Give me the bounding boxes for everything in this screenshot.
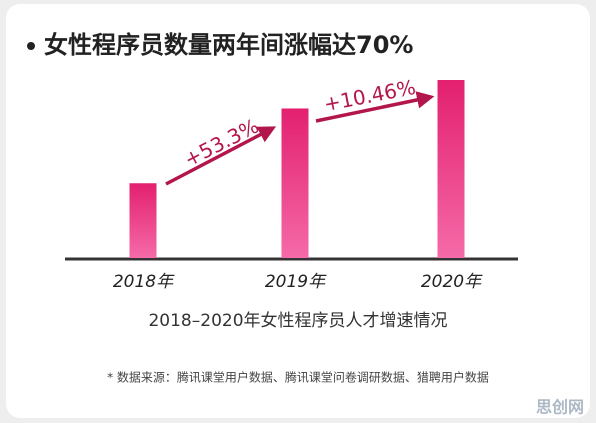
x-tick-label: 2018年 [113,272,175,292]
chart-title: 女性程序员数量两年间涨幅达70% [44,31,413,59]
growth-arrow [315,91,435,123]
watermark: 思创网 [536,398,584,417]
caption: 2018–2020年女性程序员人才增速情况 [148,311,447,331]
bar [437,80,465,258]
x-tick-label: 2020年 [421,272,483,292]
growth-arrow [165,126,277,186]
x-tick-label: 2019年 [265,272,327,292]
bar [129,183,157,258]
bar [281,108,309,258]
source-note: * 数据来源：腾讯课堂用户数据、腾讯课堂问卷调研数据、猎聘用户数据 [107,370,489,385]
title-bullet [27,42,35,50]
